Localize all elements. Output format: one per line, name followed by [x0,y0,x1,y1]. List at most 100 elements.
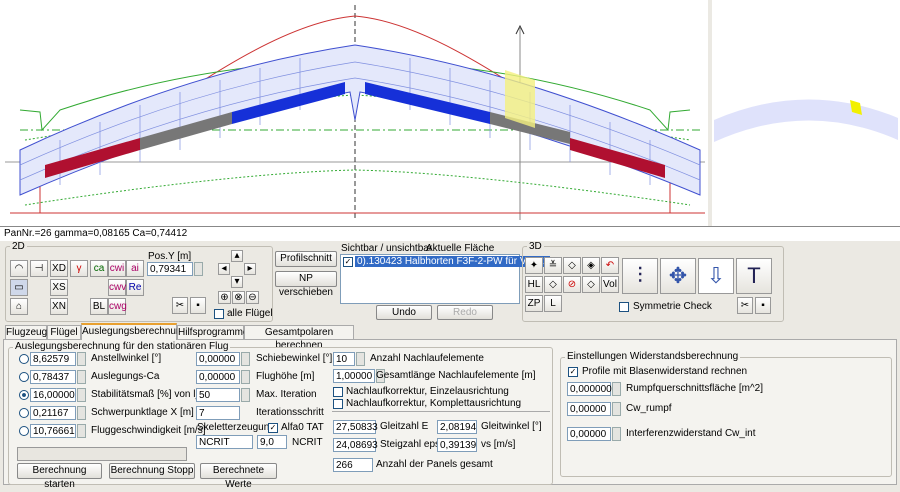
spinner[interactable] [77,388,86,402]
checkbox[interactable] [333,387,343,397]
icon-button[interactable]: ≚ [544,257,562,274]
icon-button[interactable]: ◈ [582,257,600,274]
toggle-button[interactable]: cwi [108,260,126,277]
button[interactable]: Berechnung starten [17,463,102,490]
icon-button[interactable]: ◇ [544,276,562,293]
spinner[interactable] [376,369,385,383]
toggle-button[interactable]: XS [50,279,68,296]
spinner[interactable] [241,352,250,366]
icon-button[interactable]: ◇ [563,257,581,274]
tab-active[interactable]: Auslegungsberechnung [81,323,187,340]
redo-button[interactable]: Redo [437,305,493,320]
toggle-button[interactable]: ZP [525,295,543,312]
toggle-button[interactable]: ca [90,260,108,277]
button[interactable]: Profilschnitt [275,251,337,267]
checkbox[interactable] [214,309,224,319]
button[interactable]: NP verschieben [275,271,337,298]
zoom-button[interactable]: ⊕ [218,291,231,304]
icon-button[interactable]: ⇩ [698,258,734,294]
input[interactable]: 0,39139 [437,438,477,452]
toggle-button[interactable]: cwg [108,298,127,315]
spinner[interactable] [241,370,250,384]
undo-button[interactable]: Undo [376,305,432,320]
toggle-button[interactable]: XN [50,298,68,315]
icon-button[interactable]: ✂ [172,297,188,314]
radio[interactable] [19,426,29,436]
input[interactable]: 8,62579 [30,352,76,366]
select[interactable]: NCRIT [196,435,253,449]
icon-button[interactable]: ⊘ [563,276,581,293]
radio[interactable] [19,354,29,364]
input[interactable]: 0,000000 [567,382,612,396]
zoom-button[interactable]: ⊗ [232,291,245,304]
icon-button[interactable]: ⌂ [10,298,28,315]
icon-button[interactable]: ✦ [525,257,543,274]
checkbox[interactable] [333,399,343,409]
input[interactable]: 7 [196,406,240,420]
icon-button[interactable]: T [736,258,772,294]
toggle-button[interactable]: XD [50,260,68,277]
zoom-button[interactable]: ⊖ [246,291,259,304]
radio[interactable] [19,408,29,418]
spinner[interactable] [241,388,250,402]
icon-button[interactable]: ▪ [755,297,771,314]
icon-button[interactable]: ✂ [737,297,753,314]
button[interactable]: Berechnete Werte [200,463,277,490]
checkbox[interactable]: ✓ [568,367,578,377]
icon-button[interactable]: ⊣ [30,260,48,277]
input[interactable]: 50 [196,388,240,402]
spinner[interactable] [77,406,86,420]
input[interactable]: 0,78437 [30,370,76,384]
spinner[interactable] [356,352,365,366]
toggle-button[interactable]: BL [90,298,108,315]
arrow-button[interactable]: ▸ [244,263,256,275]
icon-button[interactable]: ▭ [10,279,28,296]
icon-button[interactable]: ✥ [660,258,696,294]
toggle-button[interactable]: L [544,295,562,312]
toggle-button[interactable]: HL [525,276,543,293]
input[interactable]: 9,0 [257,435,287,449]
spinner[interactable] [612,382,621,396]
pos-input[interactable]: 0,79341 [147,262,193,276]
input[interactable]: 2,08194 [437,420,477,434]
checkbox[interactable]: ✓ [343,257,353,267]
tab[interactable]: Flügel [47,325,81,339]
spinner[interactable] [612,402,621,416]
input[interactable]: 0,00000 [196,352,240,366]
arrow-button[interactable]: ◂ [218,263,230,275]
spinner[interactable] [77,352,86,366]
icon-button[interactable]: ◠ [10,260,28,277]
icon-button[interactable]: γ [70,260,88,277]
spinner[interactable] [77,424,86,438]
input[interactable]: 10 [333,352,355,366]
input[interactable]: 24,08693 [333,438,378,452]
checkbox[interactable]: ✓ [268,423,278,433]
input[interactable]: 27,50833 [333,420,378,434]
input[interactable]: 1,00000 [333,369,375,383]
radio[interactable] [19,372,29,382]
tab[interactable]: Gesamtpolaren berechnen [244,325,354,351]
tab[interactable]: Flugzeug [5,325,48,339]
tab[interactable]: Hilfsprogramme [177,325,249,339]
toggle-button[interactable]: cwv [108,279,126,296]
arrow-button[interactable]: ▾ [231,276,243,288]
spinner[interactable] [194,262,203,276]
input[interactable]: 0,00000 [567,427,611,441]
icon-button[interactable]: ◇ [582,276,600,293]
spinner[interactable] [612,427,621,441]
icon-button[interactable]: ⫶ [622,258,658,294]
input[interactable]: 0,00000 [567,402,611,416]
input[interactable]: 266 [333,458,373,472]
list-item[interactable]: 0).130423 Halbhorten F3F-2-PW für Vortex [355,256,551,267]
radio[interactable] [19,390,29,400]
input[interactable]: 16,00000 [30,388,76,402]
icon-button[interactable]: ▪ [190,297,206,314]
toggle-button[interactable]: ai [126,260,144,277]
checkbox[interactable] [619,302,629,312]
input[interactable]: 10,76661 [30,424,76,438]
arrow-button[interactable]: ▴ [231,250,243,262]
icon-button[interactable]: ↶ [601,257,619,274]
input[interactable]: 0,21167 [30,406,76,420]
toggle-button[interactable]: Vol [601,276,619,293]
spinner[interactable] [77,370,86,384]
